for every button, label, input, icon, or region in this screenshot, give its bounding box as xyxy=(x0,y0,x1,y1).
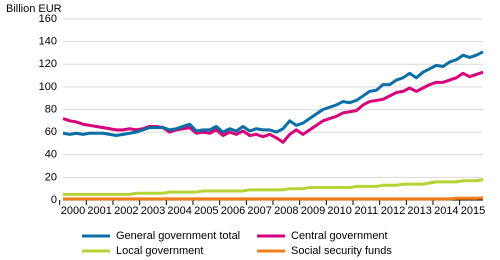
legend-label: Social security funds xyxy=(291,245,392,257)
x-tick-label: 2012 xyxy=(381,205,405,217)
x-tick-label: 2008 xyxy=(274,205,298,217)
x-tick-label: 2006 xyxy=(221,205,245,217)
series-line xyxy=(62,50,484,138)
y-axis-label: Billion EUR xyxy=(6,3,62,15)
x-tick-label: 2002 xyxy=(114,205,138,217)
series-line xyxy=(62,70,484,144)
x-tick-label: 2003 xyxy=(141,205,165,217)
y-tick-label: 20 xyxy=(45,171,57,183)
series-line xyxy=(63,178,484,196)
y-tick-label: 160 xyxy=(39,13,57,25)
x-tick-label: 2009 xyxy=(301,205,325,217)
legend-label: Local government xyxy=(116,245,203,257)
x-tick-label: 2005 xyxy=(194,205,218,217)
x-tick-label: 2004 xyxy=(167,205,191,217)
y-tick-label: 40 xyxy=(45,149,57,161)
legend-label: Central government xyxy=(291,230,388,242)
y-tick-label: 80 xyxy=(45,103,57,115)
x-tick-label: 2015 xyxy=(461,205,485,217)
legend-label: General government total xyxy=(116,230,240,242)
x-tick-label: 2000 xyxy=(61,205,85,217)
x-tick-label: 2001 xyxy=(87,205,111,217)
y-tick-label: 120 xyxy=(39,58,57,70)
y-tick-label: 60 xyxy=(45,126,57,138)
y-tick-label: 100 xyxy=(39,81,57,93)
x-tick-label: 2011 xyxy=(355,205,379,217)
x-tick-label: 2013 xyxy=(407,205,431,217)
y-tick-label: 140 xyxy=(39,36,57,48)
x-tick-label: 2007 xyxy=(247,205,271,217)
x-tick-label: 2010 xyxy=(327,205,351,217)
y-tick-label: 0 xyxy=(51,194,57,206)
series-line xyxy=(63,196,484,201)
x-tick-label: 2014 xyxy=(434,205,458,217)
